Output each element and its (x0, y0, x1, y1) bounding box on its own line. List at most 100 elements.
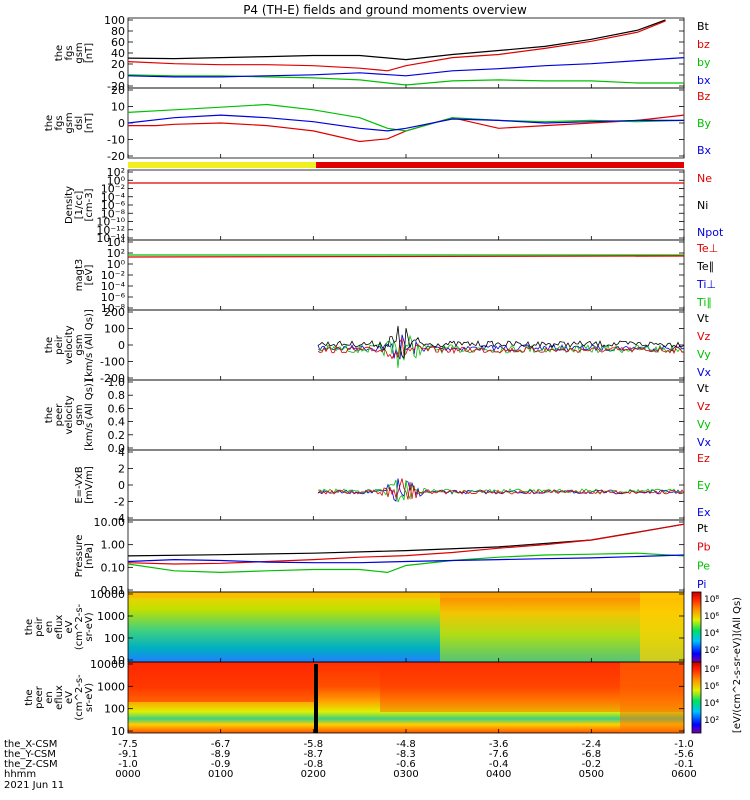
series-peir-velocity-Vt (317, 325, 685, 359)
ylabel-line: [eV] (84, 265, 95, 286)
legend-Vx: Vx (697, 436, 712, 449)
ytick-label: 80 (111, 25, 125, 38)
xaxis-value: -5.6 (674, 749, 694, 760)
ylabel-line: [nT] (84, 43, 95, 63)
ylabel-line: velocity (64, 325, 75, 364)
xaxis-value: -0.6 (396, 759, 416, 770)
ytick-label: 100 (104, 703, 125, 716)
ytick-label: 10 (111, 101, 125, 114)
ytick-label: 10⁻⁴ (101, 280, 126, 293)
xaxis-value: -6.7 (211, 739, 231, 750)
ytick-label: 10000 (90, 588, 125, 601)
ytick-label: 10⁻⁶ (101, 291, 126, 304)
ytick-label: 10⁻⁶ (101, 199, 126, 212)
ytick-label: 1000 (97, 610, 125, 623)
xaxis-value: 0100 (208, 769, 233, 780)
ylabel-line: sr-eV) (84, 612, 95, 641)
ylabel-line: fgs (64, 45, 75, 60)
legend-Bx: Bx (697, 144, 712, 157)
xaxis-value: -0.1 (674, 759, 694, 770)
ylabel-line: en (44, 621, 55, 634)
series-efield-Ey (317, 479, 685, 503)
colorbar-tick: 10⁶ (704, 612, 719, 622)
xaxis-value: -0.4 (489, 759, 509, 770)
xaxis-row-label: hhmm (4, 769, 36, 780)
ylabel-line: the (44, 337, 55, 353)
ylabel-line: eflux (54, 615, 65, 640)
ylabel-line: Density (64, 186, 75, 224)
series-pressure-Pe (127, 552, 685, 574)
ytick-label: 0.6 (108, 402, 126, 415)
legend-Pb: Pb (697, 541, 711, 554)
ytick-label: 10 (111, 725, 125, 738)
peir-spectrogram (128, 592, 684, 662)
xaxis-value: -0.9 (211, 759, 231, 770)
xaxis-value: -7.6 (489, 749, 509, 760)
ytick-label: 10² (107, 166, 125, 179)
xaxis-value: -0.8 (304, 759, 324, 770)
series-fgs_dsl-By (127, 103, 685, 132)
ytick-label: 10000 (90, 658, 125, 671)
xaxis-value: -3.6 (489, 739, 509, 750)
xaxis-row-label: the_X-CSM (4, 739, 57, 750)
ylabel-line: the (54, 45, 65, 61)
legend-Ne: Ne (697, 172, 712, 185)
peer-spectrogram (128, 662, 684, 733)
panel-frame-peer_velocity (127, 379, 685, 451)
ylabel-line: en (44, 691, 55, 704)
legend-by: by (697, 56, 711, 69)
series-peir-velocity-Vz (317, 337, 685, 360)
ylabel-line: Pressure (74, 535, 85, 578)
ytick-label: -2 (114, 496, 125, 509)
xaxis-value: -8.7 (304, 749, 324, 760)
ytick-label: 10⁻² (101, 183, 125, 196)
ytick-label: 10⁰ (107, 174, 126, 187)
ytick-label: -10 (107, 134, 125, 147)
legend-Vz: Vz (697, 330, 711, 343)
xaxis-value: -0.2 (582, 759, 602, 770)
ylabel-line: (cm^2-s- (74, 603, 85, 650)
ytick-label: 10⁴ (107, 236, 126, 249)
ylabel-line: dsl (74, 116, 85, 130)
ylabel-line: eflux (54, 685, 65, 710)
xaxis-value: -4.8 (396, 739, 416, 750)
legend-Bz: Bz (697, 90, 711, 103)
ylabel-line: magt3 (74, 259, 85, 292)
xaxis-value: -7.5 (118, 739, 138, 750)
ylabel-line: gsm (74, 404, 85, 425)
legend-bx: bx (697, 74, 711, 87)
panel-frame-density (127, 169, 685, 241)
xaxis-value: 0600 (671, 769, 696, 780)
series-pressure-Pt (127, 523, 685, 557)
ytick-label: -20 (107, 80, 125, 93)
ytick-label: 0 (118, 69, 125, 82)
legend-Vz: Vz (697, 400, 711, 413)
legend-Vt: Vt (697, 382, 710, 395)
ylabel-line: E=-VxB (74, 466, 85, 503)
ylabel-line: gsm (64, 112, 75, 133)
ylabel-line: [km/s (All Qs)] (84, 379, 95, 451)
ylabel-line: gsm (74, 334, 85, 355)
panel-frame-efield (127, 449, 685, 521)
legend-Ez: Ez (697, 452, 710, 465)
colorbar-tick: 10⁶ (704, 682, 719, 692)
ylabel-line: the (24, 689, 35, 705)
mode-bar-yellow (128, 162, 316, 168)
legend-Vy: Vy (697, 418, 711, 431)
ylabel-line: [1/cc] (74, 191, 85, 220)
ylabel-line: peir (34, 616, 45, 636)
ytick-label: 0 (118, 339, 125, 352)
ytick-label: 10⁻⁴ (101, 191, 126, 204)
colorbar-tick: 10² (704, 646, 719, 656)
series-fgs_mag-bx (127, 57, 685, 78)
ylabel-line: [nPa] (84, 543, 95, 569)
colorbar-tick: 10⁴ (704, 629, 719, 639)
ylabel-line: the (44, 115, 55, 131)
ytick-label: 10⁻⁸ (101, 302, 126, 315)
legend-Ey: Ey (697, 479, 711, 492)
legend-Pi: Pi (697, 578, 706, 591)
ytick-label: 100 (104, 323, 125, 336)
legend-Pe: Pe (697, 559, 710, 572)
ytick-label: 0.8 (108, 389, 126, 402)
